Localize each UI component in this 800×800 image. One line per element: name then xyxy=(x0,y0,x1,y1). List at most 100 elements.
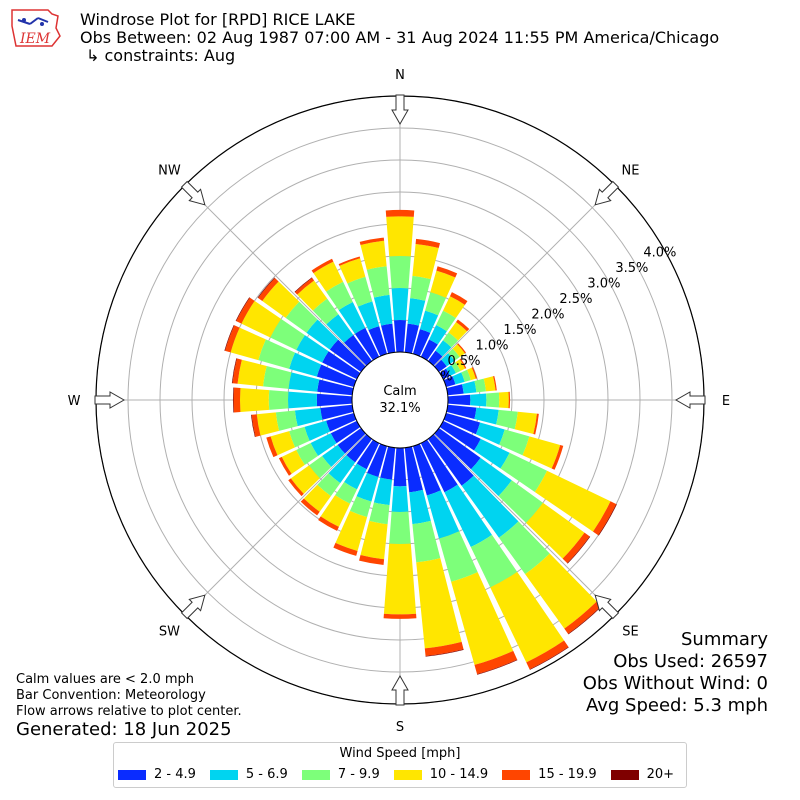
wind-bar-segment xyxy=(449,292,468,305)
wind-bar-segment xyxy=(470,534,518,588)
wind-bar-segment xyxy=(268,390,289,410)
wind-bar-segment xyxy=(281,449,305,474)
wind-bar-segment xyxy=(369,502,390,525)
grid-spoke xyxy=(184,184,367,367)
wind-bar-segment xyxy=(322,444,346,468)
wind-bar-segment xyxy=(446,404,477,419)
wind-bar-segment xyxy=(412,443,441,496)
compass-label: E xyxy=(722,394,730,409)
legend-swatch xyxy=(118,769,146,780)
legend-swatch xyxy=(393,769,422,780)
wind-bar-segment xyxy=(360,240,387,270)
wind-bar-segment xyxy=(446,384,464,396)
flow-arrow xyxy=(391,674,409,706)
flow-arrow xyxy=(594,180,620,206)
wind-bar-segment xyxy=(461,369,471,382)
wind-bar-segment xyxy=(311,258,334,274)
wind-bar-segment xyxy=(312,298,339,325)
compass-label: S xyxy=(396,720,404,735)
flow-arrows-note: Flow arrows relative to plot center. xyxy=(16,704,242,719)
wind-bar-segment xyxy=(430,270,456,298)
wind-bar-segment xyxy=(457,343,467,354)
wind-bar-segment xyxy=(313,261,344,292)
wind-bar-segment xyxy=(303,484,331,512)
calm-label: Calm xyxy=(383,384,416,399)
wind-bar-segment xyxy=(514,411,537,434)
wind-bar-segment xyxy=(320,495,351,527)
wind-bar-segment xyxy=(500,452,548,492)
wind-bar-segment xyxy=(498,521,550,575)
wind-bar-segment xyxy=(356,472,379,502)
wind-bar-segment xyxy=(490,571,565,663)
wind-bar-segment xyxy=(470,393,487,407)
wind-bar-segment xyxy=(451,572,514,665)
wind-bar-segment xyxy=(522,436,561,469)
wind-bar-segment xyxy=(316,393,353,407)
wind-bar-segment xyxy=(444,484,492,548)
wind-bar-segment xyxy=(262,281,300,318)
wind-bar-segment xyxy=(359,237,385,245)
iem-logo: IEM xyxy=(11,9,61,47)
wind-bar-segment xyxy=(297,280,328,311)
wind-bar-segment xyxy=(289,426,310,448)
wind-bar-segment xyxy=(278,456,292,476)
summary-obs-without-wind: Obs Without Wind: 0 xyxy=(582,673,768,694)
wind-bar-segment xyxy=(320,404,354,420)
legend-item: 10 - 14.9 xyxy=(393,767,488,782)
flow-arrow xyxy=(594,594,620,620)
wind-bar-segment xyxy=(338,301,366,334)
wind-bar-segment xyxy=(373,294,393,326)
wind-bar-segment xyxy=(333,542,358,556)
wind-bars xyxy=(224,209,617,675)
wind-bar-segment xyxy=(224,324,235,351)
wind-bar-segment xyxy=(233,387,241,413)
wind-bar-segment xyxy=(424,641,464,657)
wind-bar-segment xyxy=(232,387,235,413)
wind-bar-segment xyxy=(237,359,267,387)
flow-arrow xyxy=(674,391,706,409)
wind-bar-segment xyxy=(447,394,471,406)
wind-bar-segment xyxy=(231,358,237,384)
wind-bar-segment xyxy=(338,256,361,266)
wind-bar-segment xyxy=(380,446,396,480)
summary-obs-used: Obs Used: 26597 xyxy=(613,651,768,672)
wind-bar-segment xyxy=(498,480,543,523)
wind-bar-segment xyxy=(598,504,617,536)
wind-bar-segment xyxy=(467,367,476,381)
radial-tick-labels: 0.0%0.5%1.0%1.5%2.0%2.5%3.0%3.5%4.0% xyxy=(419,246,676,385)
wind-bar-segment xyxy=(462,381,477,394)
wind-bar-segment xyxy=(420,339,438,361)
wind-bar-segment xyxy=(477,659,518,675)
legend-item: 5 - 6.9 xyxy=(209,767,288,782)
wind-bar-segment xyxy=(443,376,456,388)
wind-bar-segment xyxy=(438,531,478,582)
wind-bar-segment xyxy=(359,555,385,565)
wind-bar-segment xyxy=(496,409,518,430)
wind-bar-segment xyxy=(251,414,261,437)
wind-bar-segment xyxy=(439,420,481,451)
summary-title: Summary xyxy=(681,629,768,650)
wind-bar-segment xyxy=(568,606,602,635)
wind-bar-segment xyxy=(318,516,339,531)
wind-bar-segment xyxy=(525,553,597,629)
wind-bar-segment xyxy=(300,498,320,516)
wind-bar-segment xyxy=(389,255,411,289)
radial-tick-label: 2.0% xyxy=(531,308,564,323)
wind-bar-segment xyxy=(534,470,611,532)
wind-bar-segment xyxy=(562,532,590,564)
wind-bar-segment xyxy=(294,277,315,295)
wind-bar-segment xyxy=(236,297,255,324)
wind-bar-segment xyxy=(448,322,468,341)
wind-bar-segment xyxy=(425,649,464,657)
compass-label: SE xyxy=(622,625,638,640)
wind-bar-segment xyxy=(328,454,356,484)
wind-bar-segment xyxy=(419,310,439,333)
wind-bar-segment xyxy=(443,412,481,435)
legend-label: 2 - 4.9 xyxy=(154,767,196,782)
wind-bar-segment xyxy=(442,332,459,348)
wind-bar-segment xyxy=(404,446,423,493)
wind-bar-segment xyxy=(567,536,591,564)
logo-text: IEM xyxy=(19,31,51,47)
wind-bar-segment xyxy=(270,318,305,351)
wind-bar-segment xyxy=(412,520,441,563)
